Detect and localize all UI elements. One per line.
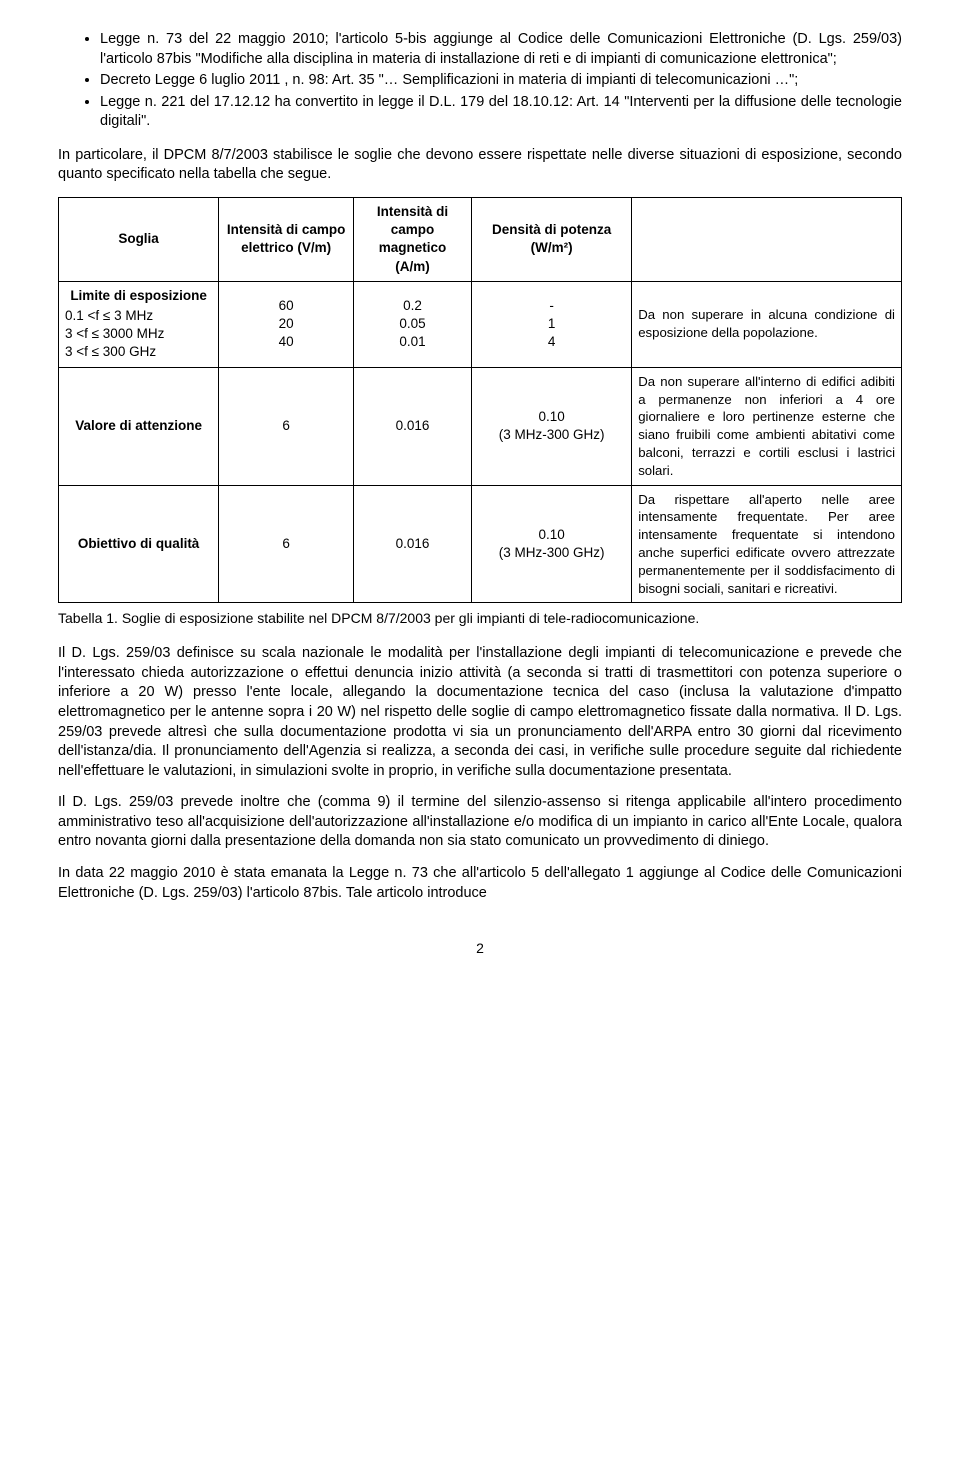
cell-h: 0.2 0.05 0.01	[354, 281, 472, 367]
body-paragraph-2: Il D. Lgs. 259/03 prevede inoltre che (c…	[58, 793, 902, 852]
cell-h: 0.016	[354, 367, 472, 485]
cell-e: 6	[219, 367, 354, 485]
cell-desc: Da non superare all'interno di edifici a…	[632, 367, 902, 485]
cell-soglia: Valore di attenzione	[59, 367, 219, 485]
table-row: Valore di attenzione 6 0.016 0.10 (3 MHz…	[59, 367, 902, 485]
bullet-item: Legge n. 73 del 22 maggio 2010; l'artico…	[100, 30, 902, 69]
threshold-table: Soglia Intensità di campo elettrico (V/m…	[58, 197, 902, 604]
table-caption: Tabella 1. Soglie di esposizione stabili…	[58, 609, 902, 628]
cell-e: 60 20 40	[219, 281, 354, 367]
col-header-desc	[632, 197, 902, 281]
cell-soglia: Obiettivo di qualità	[59, 485, 219, 603]
soglia-label: Limite di esposizione	[65, 287, 212, 305]
body-paragraph-1: Il D. Lgs. 259/03 definisce su scala naz…	[58, 644, 902, 781]
col-header-h: Intensità di campo magnetico (A/m)	[354, 197, 472, 281]
cell-e: 6	[219, 485, 354, 603]
cell-d: - 1 4	[472, 281, 632, 367]
bullet-item: Decreto Legge 6 luglio 2011 , n. 98: Art…	[100, 71, 902, 91]
soglia-lines: 0.1 <f ≤ 3 MHz 3 <f ≤ 3000 MHz 3 <f ≤ 30…	[65, 308, 164, 359]
col-header-e: Intensità di campo elettrico (V/m)	[219, 197, 354, 281]
cell-desc: Da rispettare all'aperto nelle aree inte…	[632, 485, 902, 603]
cell-desc: Da non superare in alcuna condizione di …	[632, 281, 902, 367]
body-paragraph-3: In data 22 maggio 2010 è stata emanata l…	[58, 864, 902, 903]
col-header-soglia: Soglia	[59, 197, 219, 281]
table-row: Obiettivo di qualità 6 0.016 0.10 (3 MHz…	[59, 485, 902, 603]
col-header-d: Densità di potenza (W/m²)	[472, 197, 632, 281]
table-row: Limite di esposizione 0.1 <f ≤ 3 MHz 3 <…	[59, 281, 902, 367]
bullet-item: Legge n. 221 del 17.12.12 ha convertito …	[100, 93, 902, 132]
cell-soglia: Limite di esposizione 0.1 <f ≤ 3 MHz 3 <…	[59, 281, 219, 367]
cell-d: 0.10 (3 MHz-300 GHz)	[472, 367, 632, 485]
page-number: 2	[58, 939, 902, 958]
cell-d: 0.10 (3 MHz-300 GHz)	[472, 485, 632, 603]
cell-h: 0.016	[354, 485, 472, 603]
table-header-row: Soglia Intensità di campo elettrico (V/m…	[59, 197, 902, 281]
intro-paragraph: In particolare, il DPCM 8/7/2003 stabili…	[58, 146, 902, 185]
law-bullet-list: Legge n. 73 del 22 maggio 2010; l'artico…	[58, 30, 902, 132]
